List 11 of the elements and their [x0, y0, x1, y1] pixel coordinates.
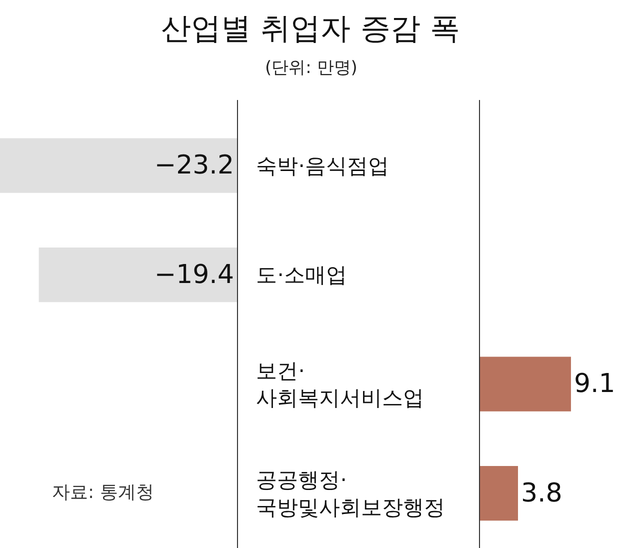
data-label: −19.4 — [154, 260, 234, 290]
annotation: 자료: 통계청 — [52, 482, 154, 503]
text: (단위: 만명) — [265, 58, 358, 78]
data-label: 9.1 — [574, 369, 616, 400]
y-tick-label: 숙박·음식점업 — [256, 154, 389, 178]
data-label: −23.2 — [154, 150, 234, 181]
y-tick-label: 공공행정· 국방및사회보장행정 — [256, 468, 446, 520]
y-tick-label: 도·소매업 — [256, 263, 347, 288]
y-tick-label: 보건· 사회복지서비스업 — [256, 358, 424, 410]
text: 산업별 취업자 증감 폭 — [161, 12, 460, 46]
data-label: 3.8 — [520, 478, 562, 508]
